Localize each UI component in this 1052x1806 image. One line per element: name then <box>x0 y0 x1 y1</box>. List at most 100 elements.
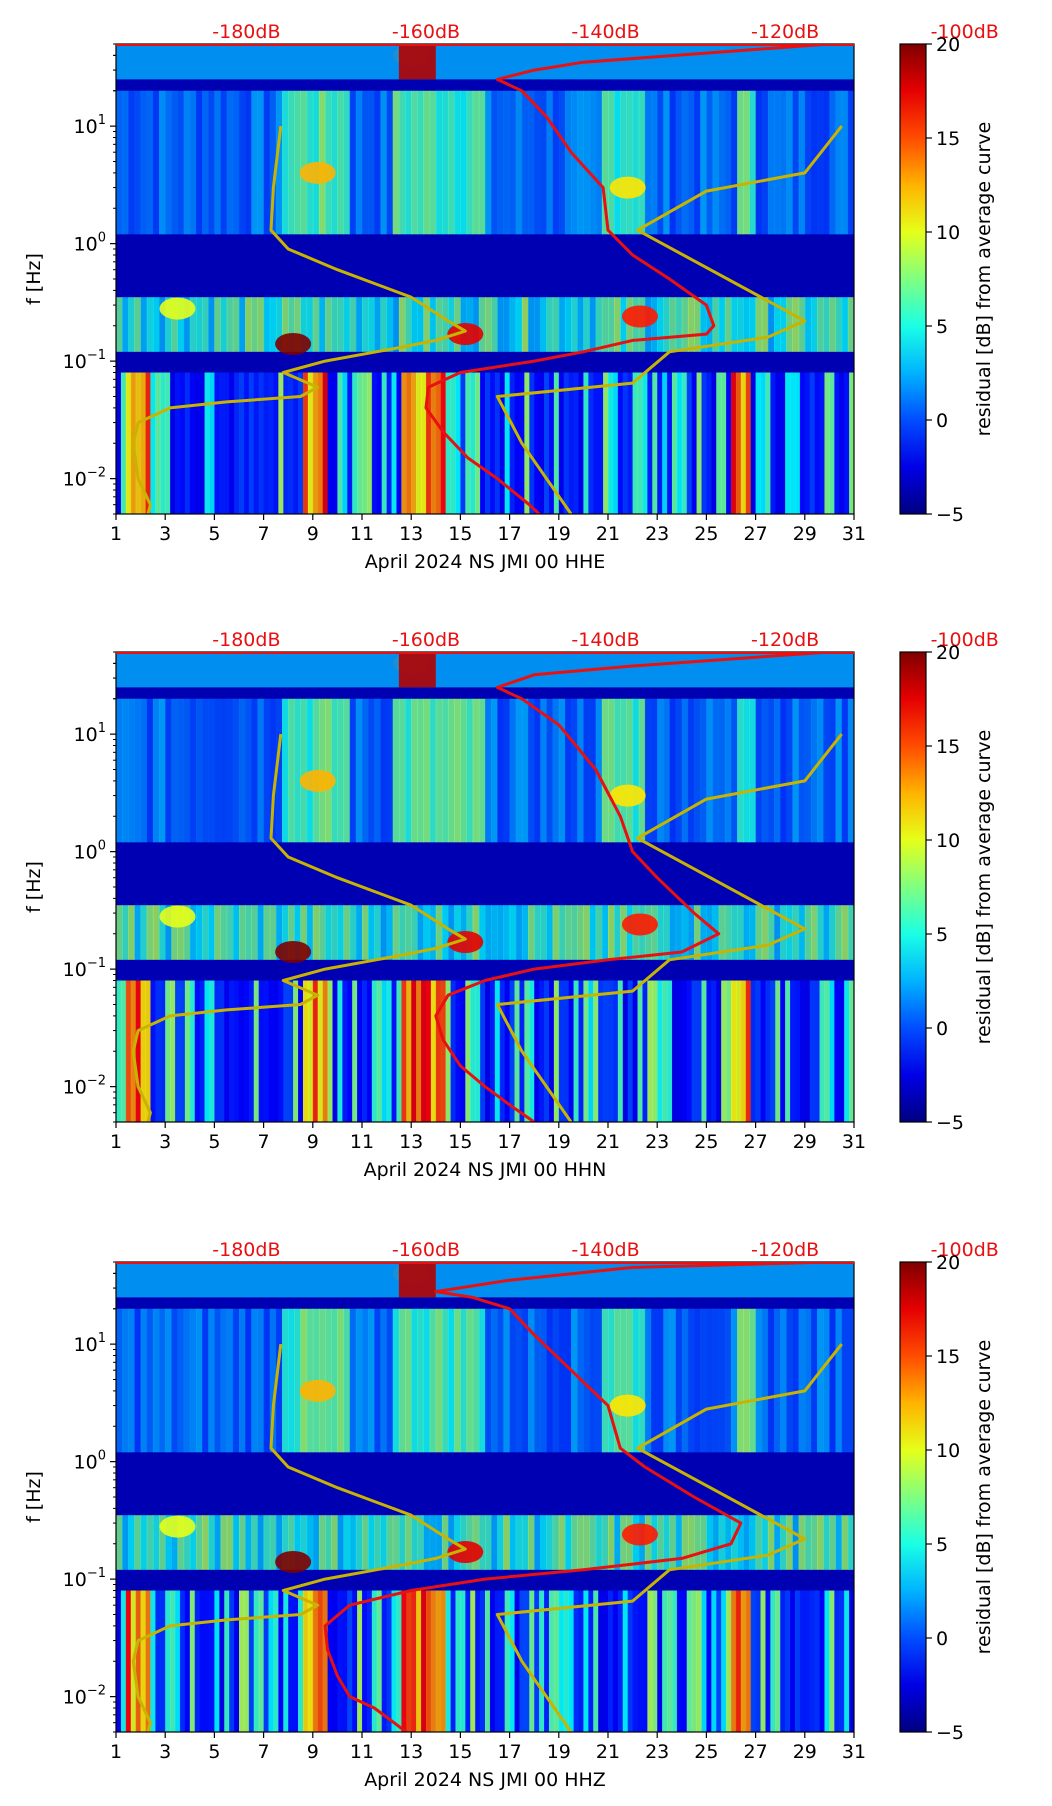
colorbar-tick-label: −5 <box>936 504 964 526</box>
colorbar-tick-label: 0 <box>936 1018 948 1040</box>
y-tick-label: 100 <box>74 839 106 864</box>
y-tick-label: 100 <box>74 231 106 256</box>
top-db-label: -180dB <box>212 21 280 43</box>
x-tick-label: 15 <box>448 1741 472 1763</box>
y-tick-label: 101 <box>74 1331 106 1356</box>
colorbar-tick-label: 20 <box>936 642 960 664</box>
x-tick-label: 25 <box>694 1131 718 1153</box>
x-tick-label: 17 <box>498 1741 522 1763</box>
x-tick-label: 11 <box>350 523 374 545</box>
y-tick-label: 10−2 <box>63 1684 106 1709</box>
y-axis-label: f [Hz] <box>23 253 45 305</box>
x-tick-label: 29 <box>793 1131 817 1153</box>
colorbar-tick-label: 5 <box>936 1534 948 1556</box>
x-tick-label: 3 <box>159 1741 171 1763</box>
x-tick-label: 9 <box>307 523 319 545</box>
x-tick-label: 27 <box>744 523 768 545</box>
top-db-label: -180dB <box>212 629 280 651</box>
x-tick-label: 5 <box>208 523 220 545</box>
x-tick-label: 3 <box>159 523 171 545</box>
x-tick-label: 17 <box>498 1131 522 1153</box>
top-db-label: -140dB <box>571 21 639 43</box>
colorbar-label: residual [dB] from average curve <box>973 730 995 1045</box>
top-db-label: -100dB <box>931 1239 999 1261</box>
x-tick-label: 31 <box>842 1741 866 1763</box>
x-tick-label: 15 <box>448 1131 472 1153</box>
colorbar-tick-label: 5 <box>936 924 948 946</box>
colorbar-label: residual [dB] from average curve <box>973 1340 995 1655</box>
median-psd-line <box>434 652 830 1122</box>
median-psd-line <box>424 44 830 514</box>
colorbar: 20 15 10 5 0 −5 residual [dB] from average cur… <box>899 642 995 1134</box>
x-tick-label: 5 <box>208 1131 220 1153</box>
colorbar-label: residual [dB] from average curve <box>973 122 995 437</box>
x-tick-label: 13 <box>399 523 423 545</box>
top-db-label: -180dB <box>212 1239 280 1261</box>
noise-model-line <box>495 125 843 514</box>
colorbar-tick-label: 5 <box>936 316 948 338</box>
x-tick-label: 31 <box>842 1131 866 1153</box>
noise-model-line <box>131 1343 467 1732</box>
noise-model-line <box>495 733 843 1122</box>
x-tick-label: 3 <box>159 1131 171 1153</box>
top-db-label: -160dB <box>392 21 460 43</box>
colorbar: 20 15 10 5 0 −5 residual [dB] from average cur… <box>899 34 995 526</box>
colorbar-tick-label: 15 <box>936 128 960 150</box>
top-db-label: -140dB <box>571 1239 639 1261</box>
x-tick-label: 13 <box>399 1131 423 1153</box>
x-tick-label: 15 <box>448 523 472 545</box>
x-tick-label: 25 <box>694 523 718 545</box>
x-tick-label: 1 <box>110 1741 122 1763</box>
y-axis-label: f [Hz] <box>23 1471 45 1523</box>
noise-model-line <box>131 733 467 1122</box>
noise-model-line <box>131 125 467 514</box>
heatmap <box>116 1262 854 1732</box>
top-db-label: -120dB <box>751 21 819 43</box>
x-tick-label: 31 <box>842 523 866 545</box>
colorbar-tick-label: 15 <box>936 736 960 758</box>
y-tick-label: 10−2 <box>63 1074 106 1099</box>
x-axis-label: April 2024 NS JMI 00 HHN <box>364 1159 607 1181</box>
x-tick-label: 27 <box>744 1131 768 1153</box>
median-psd-line <box>323 1262 830 1732</box>
x-tick-label: 17 <box>498 523 522 545</box>
top-db-label: -100dB <box>931 629 999 651</box>
colorbar: 20 15 10 5 0 −5 residual [dB] from average cur… <box>899 1252 995 1744</box>
x-tick-label: 19 <box>547 523 571 545</box>
y-tick-label: 10−2 <box>63 466 106 491</box>
x-tick-label: 9 <box>307 1741 319 1763</box>
x-tick-label: 23 <box>645 1741 669 1763</box>
colorbar-tick-label: 10 <box>936 830 960 852</box>
x-axis-label: April 2024 NS JMI 00 HHE <box>365 551 606 573</box>
top-db-label: -120dB <box>751 629 819 651</box>
x-tick-label: 5 <box>208 1741 220 1763</box>
x-tick-label: 19 <box>547 1131 571 1153</box>
x-axis-label: April 2024 NS JMI 00 HHZ <box>364 1769 606 1791</box>
colorbar-tick-label: 15 <box>936 1346 960 1368</box>
y-axis-label: f [Hz] <box>23 861 45 913</box>
heatmap <box>116 44 854 514</box>
colorbar-tick-label: 20 <box>936 34 960 56</box>
x-tick-label: 29 <box>793 523 817 545</box>
x-tick-label: 19 <box>547 1741 571 1763</box>
x-tick-label: 11 <box>350 1741 374 1763</box>
colorbar-tick-label: 20 <box>936 1252 960 1274</box>
x-tick-label: 7 <box>258 1131 270 1153</box>
x-tick-label: 27 <box>744 1741 768 1763</box>
x-tick-label: 1 <box>110 1131 122 1153</box>
x-tick-label: 25 <box>694 1741 718 1763</box>
y-tick-label: 10−1 <box>63 348 106 373</box>
x-tick-label: 11 <box>350 1131 374 1153</box>
top-db-label: -140dB <box>571 629 639 651</box>
colorbar-tick-label: −5 <box>936 1112 964 1134</box>
colorbar-tick-label: −5 <box>936 1722 964 1744</box>
x-tick-label: 7 <box>258 523 270 545</box>
y-tick-label: 10−1 <box>63 1566 106 1591</box>
x-tick-label: 13 <box>399 1741 423 1763</box>
colorbar-tick-label: 0 <box>936 410 948 432</box>
colorbar-tick-label: 10 <box>936 1440 960 1462</box>
